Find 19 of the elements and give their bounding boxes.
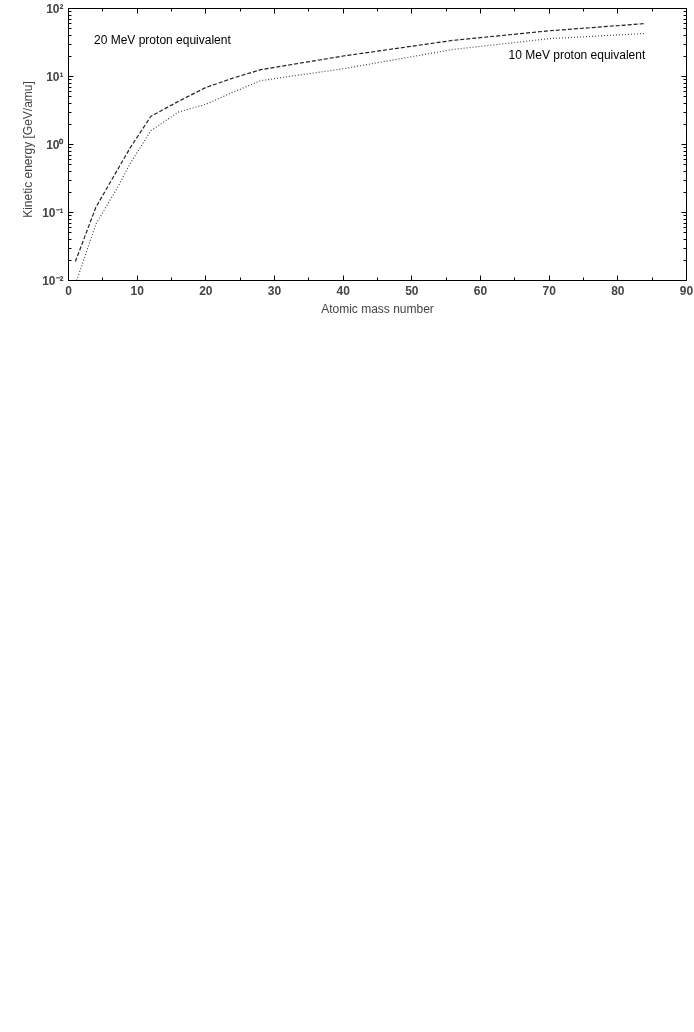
y-tick-label: 10⁰ bbox=[46, 137, 65, 152]
y-tick-label: 10¹ bbox=[46, 69, 64, 84]
series-label: 10 MeV proton equivalent bbox=[508, 48, 646, 63]
x-tick-label: 50 bbox=[405, 283, 419, 298]
x-tick-label: 10 bbox=[130, 283, 145, 298]
y-tick-label: 10⁻² bbox=[42, 273, 64, 288]
x-tick-label: 60 bbox=[473, 283, 488, 298]
y-axis-title: Kinetic energy [GeV/amu] bbox=[21, 81, 36, 218]
x-tick-label: 0 bbox=[65, 283, 73, 298]
x-tick-label: 70 bbox=[542, 283, 557, 298]
x-tick-label: 40 bbox=[336, 283, 351, 298]
y-tick-label: 10⁻¹ bbox=[42, 205, 64, 220]
x-axis-title: Atomic mass number bbox=[321, 301, 434, 316]
x-tick-label: 90 bbox=[679, 283, 694, 298]
x-tick-label: 20 bbox=[199, 283, 213, 298]
x-tick-label: 30 bbox=[267, 283, 282, 298]
y-tick-label: 10² bbox=[46, 1, 64, 16]
x-tick-label: 80 bbox=[611, 283, 625, 298]
text: 20 MeV proton equivalent bbox=[94, 32, 232, 47]
